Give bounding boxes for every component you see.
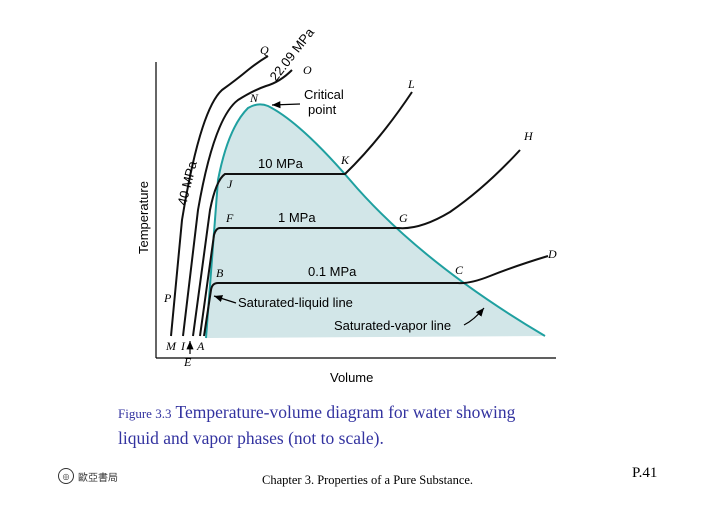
point-g: G [399, 211, 408, 225]
vapor-dome-region [206, 104, 545, 339]
point-p: P [163, 291, 172, 305]
figure-caption: Figure 3.3 Temperature-volume diagram fo… [118, 400, 618, 450]
point-labels: Q O N L H K J F G B C D P M I A E [163, 43, 557, 369]
publisher-name: 歐亞書局 [78, 472, 118, 484]
y-axis-label: Temperature [136, 181, 151, 254]
point-q: Q [260, 43, 269, 57]
publisher-logo-icon: ◎ [58, 468, 74, 484]
sat-liquid-arrow [213, 295, 237, 304]
critical-point-label: Critical [304, 87, 344, 102]
page-number: P.41 [632, 465, 658, 481]
label-10mpa: 10 MPa [258, 156, 304, 171]
point-j: J [227, 177, 233, 191]
tv-diagram: 40 MPa 22.09 MPa 10 MPa 1 MPa 0.1 MPa Cr… [136, 24, 557, 385]
chapter-footer: Chapter 3. Properties of a Pure Substanc… [262, 473, 474, 487]
point-i: I [180, 339, 186, 353]
point-e: E [183, 355, 192, 369]
sat-liquid-label: Saturated-liquid line [238, 295, 353, 310]
critical-point-label-2: point [308, 102, 337, 117]
sat-vapor-label: Saturated-vapor line [334, 318, 451, 333]
caption-line-1: Temperature-volume diagram for water sho… [175, 402, 516, 422]
label-01mpa: 0.1 MPa [308, 264, 357, 279]
point-l: L [407, 77, 415, 91]
critical-point-arrow [271, 101, 301, 109]
sat-vapor-arrow [463, 307, 485, 326]
point-b: B [216, 266, 224, 280]
label-40mpa: 40 MPa [174, 159, 200, 207]
figure-label: Figure 3.3 [118, 406, 172, 421]
point-m: M [165, 339, 177, 353]
point-k: K [340, 153, 350, 167]
x-axis-label: Volume [330, 370, 373, 385]
point-n: N [249, 91, 259, 105]
isobar-10mpa [192, 91, 413, 337]
isobar-22mpa [182, 69, 293, 337]
isobar-1mpa [199, 149, 521, 337]
label-1mpa: 1 MPa [278, 210, 316, 225]
saturation-dome [205, 103, 546, 339]
point-f: F [225, 211, 234, 225]
isobar-40mpa [170, 55, 269, 337]
point-h: H [523, 129, 534, 143]
publisher: ◎ 歐亞書局 [58, 468, 118, 484]
point-a: A [196, 339, 205, 353]
point-o: O [303, 63, 312, 77]
point-c: C [455, 263, 464, 277]
caption-line-2: liquid and vapor phases (not to scale). [118, 428, 384, 448]
isobar-01mpa [203, 255, 549, 337]
point-d: D [547, 247, 557, 261]
